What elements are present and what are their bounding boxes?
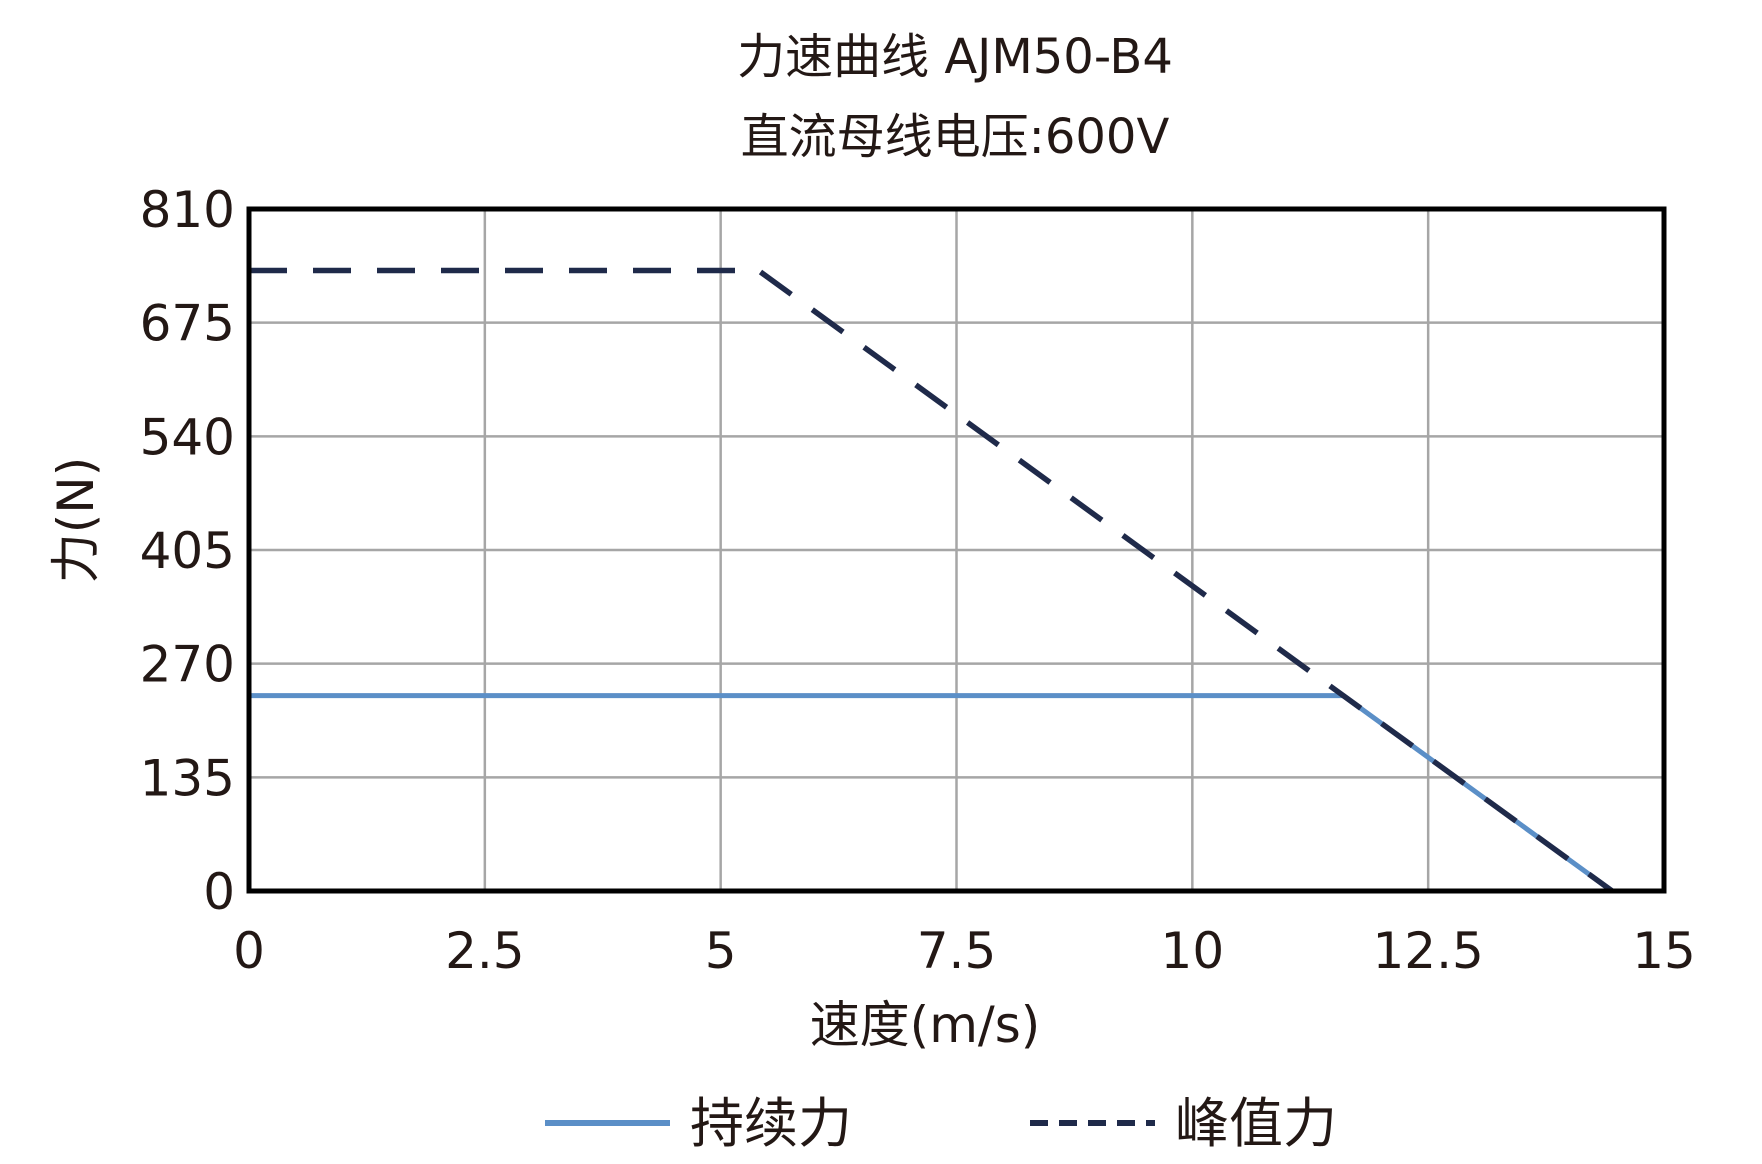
legend: 持续力 峰值力 <box>545 1092 1337 1155</box>
legend-label-0: 持续力 <box>690 1092 852 1155</box>
series-lines <box>249 267 1614 894</box>
y-tick-label: 405 <box>140 522 235 580</box>
x-tick-labels: 0 2.5 5 7.5 10 12.5 15 <box>233 922 1696 980</box>
grid <box>247 207 1666 893</box>
y-tick-label: 675 <box>140 295 235 353</box>
y-tick-label: 270 <box>140 636 235 694</box>
y-tick-label: 135 <box>140 749 235 807</box>
x-tick-label: 7.5 <box>917 922 997 980</box>
y-tick-label: 0 <box>203 863 235 921</box>
series-line-1 <box>249 267 1614 894</box>
x-tick-label: 12.5 <box>1373 922 1484 980</box>
x-tick-label: 0 <box>233 922 265 980</box>
x-tick-label: 15 <box>1632 922 1696 980</box>
series-line-0 <box>249 693 1614 894</box>
legend-label-1: 峰值力 <box>1175 1092 1337 1155</box>
y-tick-label: 540 <box>140 408 235 466</box>
x-tick-label: 5 <box>705 922 737 980</box>
plot-frame <box>246 206 1667 894</box>
y-tick-label: 810 <box>140 181 235 239</box>
chart-subtitle: 直流母线电压:600V <box>741 109 1170 165</box>
chart-title: 力速曲线 AJM50-B4 <box>737 29 1173 85</box>
x-tick-label: 2.5 <box>445 922 525 980</box>
x-axis-label: 速度(m/s) <box>810 996 1041 1054</box>
y-tick-labels: 0 135 270 405 540 675 810 <box>140 181 235 921</box>
x-tick-label: 10 <box>1161 922 1225 980</box>
y-axis-label: 力(N) <box>47 457 105 583</box>
